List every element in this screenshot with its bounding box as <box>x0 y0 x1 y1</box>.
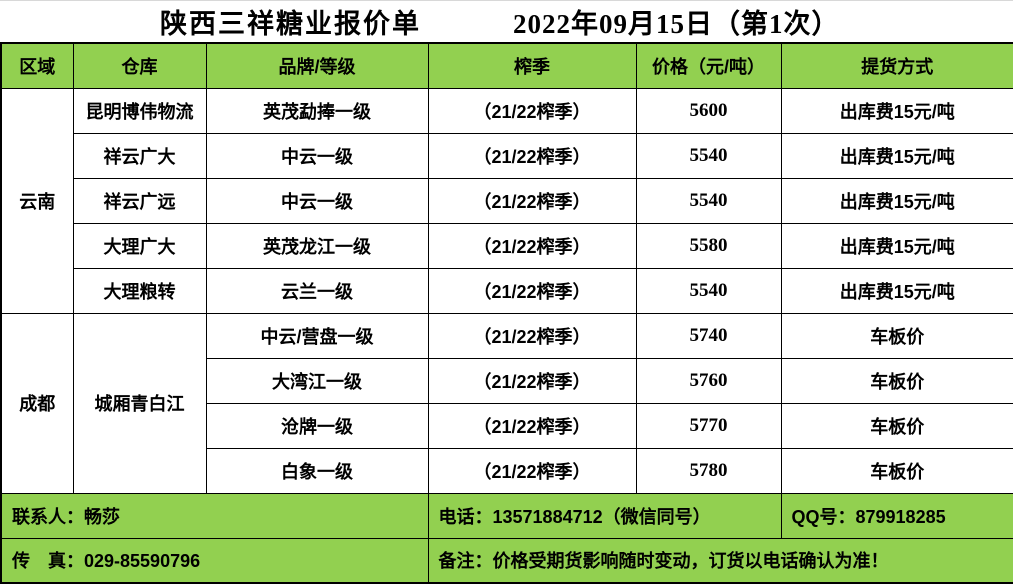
fax-cell: 传 真：029-85590796 <box>0 537 429 584</box>
season-cell: （21/22榨季） <box>427 312 637 359</box>
table-row: 云南 昆明博伟物流 英茂勐捧一级 （21/22榨季） 5600 出库费15元/吨 <box>0 87 1013 314</box>
brand-cell: 白象一级 <box>205 447 429 494</box>
price-cell: 5740 <box>635 312 782 359</box>
pickup-cell: 车板价 <box>780 312 1013 359</box>
season-cell: （21/22榨季） <box>427 87 637 134</box>
brand-cell: 云兰一级 <box>205 267 429 314</box>
season-cell: （21/22榨季） <box>427 447 637 494</box>
price-cell: 5540 <box>635 132 782 179</box>
pickup-cell: 车板价 <box>780 447 1013 494</box>
footer-row-2: 传 真：029-85590796 备注：价格受期货影响随时变动，订货以电话确认为… <box>0 537 1013 584</box>
table-row: 成都 城厢青白江 中云/营盘一级 （21/22榨季） 5740 车板价 <box>0 312 1013 494</box>
warehouse-cell: 祥云广远 <box>72 177 207 224</box>
price-cell: 5540 <box>635 177 782 224</box>
brand-cell: 英茂龙江一级 <box>205 222 429 269</box>
brand-cell: 沧牌一级 <box>205 402 429 449</box>
col-header-pickup: 提货方式 <box>780 42 1013 89</box>
pickup-cell: 出库费15元/吨 <box>780 177 1013 224</box>
brand-cell: 中云一级 <box>205 132 429 179</box>
col-header-region: 区域 <box>0 42 74 89</box>
company-name: 陕西三祥糖业报价单 <box>160 9 421 39</box>
header-row: 区域 仓库 品牌/等级 榨季 价格（元/吨） 提货方式 <box>0 42 1013 89</box>
report-date: 2022年09月15日（第1次） <box>513 9 840 39</box>
pickup-cell: 车板价 <box>780 357 1013 404</box>
warehouse-cell: 城厢青白江 <box>72 312 207 494</box>
season-cell: （21/22榨季） <box>427 222 637 269</box>
col-header-warehouse: 仓库 <box>72 42 207 89</box>
price-cell: 5540 <box>635 267 782 314</box>
warehouse-cell: 祥云广大 <box>72 132 207 179</box>
season-cell: （21/22榨季） <box>427 357 637 404</box>
qq-cell: QQ号：879918285 <box>780 492 1013 539</box>
footer-row-1: 联系人：畅莎 电话：13571884712（微信同号） QQ号：87991828… <box>0 492 1013 539</box>
season-cell: （21/22榨季） <box>427 177 637 224</box>
phone-cell: 电话：13571884712（微信同号） <box>427 492 782 539</box>
price-cell: 5580 <box>635 222 782 269</box>
price-cell: 5760 <box>635 357 782 404</box>
season-cell: （21/22榨季） <box>427 132 637 179</box>
pickup-cell: 出库费15元/吨 <box>780 132 1013 179</box>
col-header-season: 榨季 <box>427 42 637 89</box>
col-header-brand: 品牌/等级 <box>205 42 429 89</box>
table-row: 大理广大 英茂龙江一级 （21/22榨季） 5580 出库费15元/吨 <box>1 222 1013 269</box>
region-cell: 成都 <box>0 312 74 494</box>
region-cell: 云南 <box>0 87 74 314</box>
warehouse-cell: 大理广大 <box>72 222 207 269</box>
season-cell: （21/22榨季） <box>427 267 637 314</box>
price-cell: 5600 <box>635 87 782 134</box>
warehouse-cell: 昆明博伟物流 <box>72 87 207 134</box>
table-row: 祥云广远 中云一级 （21/22榨季） 5540 出库费15元/吨 <box>1 177 1013 224</box>
brand-cell: 英茂勐捧一级 <box>205 87 429 134</box>
note-cell: 备注：价格受期货影响随时变动，订货以电话确认为准！ <box>427 537 1013 584</box>
brand-cell: 中云一级 <box>205 177 429 224</box>
warehouse-cell: 大理粮转 <box>72 267 207 314</box>
pickup-cell: 出库费15元/吨 <box>780 87 1013 134</box>
sheet-title: 陕西三祥糖业报价单 2022年09月15日（第1次） <box>0 0 1013 42</box>
pickup-cell: 出库费15元/吨 <box>780 222 1013 269</box>
table-row: 大理粮转 云兰一级 （21/22榨季） 5540 出库费15元/吨 <box>1 267 1013 314</box>
contact-cell: 联系人：畅莎 <box>0 492 429 539</box>
pickup-cell: 车板价 <box>780 402 1013 449</box>
price-cell: 5780 <box>635 447 782 494</box>
col-header-price: 价格（元/吨） <box>635 42 782 89</box>
brand-cell: 中云/营盘一级 <box>205 312 429 359</box>
price-table: 区域 仓库 品牌/等级 榨季 价格（元/吨） 提货方式 云南 昆明博伟物流 英茂… <box>0 42 1013 584</box>
table-row: 大湾江一级 （21/22榨季） 5760 车板价 <box>1 357 1013 404</box>
pickup-cell: 出库费15元/吨 <box>780 267 1013 314</box>
brand-cell: 大湾江一级 <box>205 357 429 404</box>
season-cell: （21/22榨季） <box>427 402 637 449</box>
table-row: 祥云广大 中云一级 （21/22榨季） 5540 出库费15元/吨 <box>1 132 1013 179</box>
price-cell: 5770 <box>635 402 782 449</box>
